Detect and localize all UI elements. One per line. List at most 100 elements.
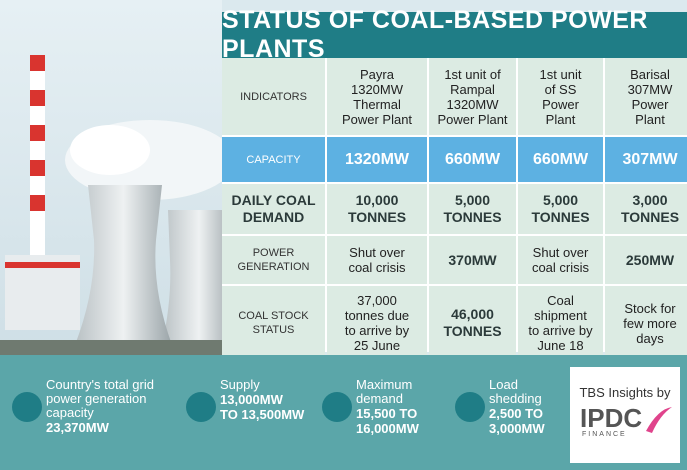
table-cell: DAILY COAL DEMAND <box>222 184 325 234</box>
table-cell: Coal shipment to arrive by June 18 <box>518 286 603 360</box>
stat-icon <box>455 392 485 422</box>
logo-sub: FINANCE <box>582 431 627 438</box>
stat-label: power generation <box>46 391 147 406</box>
cell-line: tonnes due <box>344 308 410 323</box>
stat-value: 23,370MW <box>46 420 109 435</box>
cell-line: 370MW <box>448 251 497 268</box>
cell-line: POWER <box>252 247 295 259</box>
cell-line: Coal <box>547 293 574 308</box>
stat-label: Load <box>489 377 518 392</box>
stat-label: demand <box>356 391 403 406</box>
cell-line: coal crisis <box>531 260 590 275</box>
cell-line: 46,000 <box>451 306 494 322</box>
cell-line: 1320MW <box>344 151 410 168</box>
stat-label: Country's total grid <box>46 377 154 392</box>
stat-value: TO 13,500MW <box>220 407 305 422</box>
cell-line: Barisal <box>630 66 670 82</box>
cell-line: STATUS <box>252 324 295 336</box>
credit-box: TBS Insights by IPDC FINANCE <box>570 367 680 463</box>
table-cell: 660MW <box>429 137 516 182</box>
cell-line: few more <box>623 315 677 331</box>
cell-line: 307MW <box>622 151 678 168</box>
cell-line: 5,000 <box>542 192 579 208</box>
table-cell: 46,000 TONNES <box>429 286 516 360</box>
cell-line: 1st unit <box>539 66 582 82</box>
stat-value: 15,500 TO <box>356 406 418 421</box>
cell-line: COAL STOCK <box>238 310 309 322</box>
cell-line: Plant <box>635 111 665 127</box>
table-cell: 370MW <box>429 236 516 284</box>
cell-line: INDICATORS <box>240 90 307 103</box>
status-table: INDICATORS Payra 1320MW Thermal Power Plant 1… <box>222 58 687 360</box>
stat-label: Maximum <box>356 377 413 392</box>
cell-line: 37,000 <box>357 293 397 308</box>
stat-value: 16,000MW <box>356 421 419 436</box>
cell-line: Thermal <box>353 96 401 112</box>
stat-icon <box>186 392 216 422</box>
table-cell: Payra 1320MW Thermal Power Plant <box>327 58 427 135</box>
cell-line: DEMAND <box>242 209 305 225</box>
table-cell: 5,000 TONNES <box>429 184 516 234</box>
logo: IPDC <box>580 403 643 433</box>
cell-line: Payra <box>360 66 394 82</box>
cell-line: GENERATION <box>237 261 310 273</box>
stat-value: 2,500 TO <box>489 406 543 421</box>
table-cell: Stock for few more days <box>605 286 687 360</box>
table-cell: CAPACITY <box>222 137 325 182</box>
cell-line: days <box>636 330 664 346</box>
cell-line: TONNES <box>347 209 407 225</box>
stat: Supply 13,000MW TO 13,500MW <box>220 377 305 423</box>
stat-label: capacity <box>46 405 94 420</box>
cell-line: 660MW <box>532 151 589 168</box>
cell-line: CAPACITY <box>246 153 301 166</box>
stat: Country's total grid power generation capa… <box>46 377 154 436</box>
table-cell: 5,000 TONNES <box>518 184 603 234</box>
cell-line: coal crisis <box>348 260 406 275</box>
cell-line: 1320MW <box>350 81 404 97</box>
cell-line: TONNES <box>620 209 680 225</box>
table-cell: Barisal 307MW Power Plant <box>605 58 687 135</box>
stat-label: shedding <box>489 391 542 406</box>
cell-line: of SS <box>544 81 577 97</box>
cell-line: Power <box>542 96 579 112</box>
table-cell: 1st unit of SS Power Plant <box>518 58 603 135</box>
cell-line: shipment <box>534 308 587 323</box>
stat-icon <box>12 392 42 422</box>
cell-line: Stock for <box>624 300 676 316</box>
stat-label: Supply <box>220 377 260 392</box>
cell-line: 5,000 <box>454 192 491 208</box>
cell-line: 25 June <box>353 338 401 353</box>
credit-text: TBS Insights by <box>579 385 671 400</box>
stat: Load shedding 2,500 TO 3,000MW <box>489 377 545 437</box>
table-cell: 660MW <box>518 137 603 182</box>
cell-line: TONNES <box>443 323 502 339</box>
cell-line: Power <box>631 96 669 112</box>
logo-swoosh <box>646 407 672 433</box>
cell-line: June 18 <box>537 338 584 353</box>
table-cell: 1320MW <box>327 137 427 182</box>
cell-line: 660MW <box>444 151 501 168</box>
stat-icon <box>322 392 352 422</box>
cell-line: Plant <box>545 111 576 127</box>
table-cell: COAL STOCK STATUS <box>222 286 325 360</box>
table-cell: 250MW <box>605 236 687 284</box>
table-cell: Shut over coal crisis <box>518 236 603 284</box>
table-cell: INDICATORS <box>222 58 325 135</box>
table-cell: 307MW <box>605 137 687 182</box>
cell-line: Power Plant <box>341 111 413 127</box>
stat-value: 3,000MW <box>489 421 545 436</box>
cell-line: 1st unit of <box>444 66 501 82</box>
cell-line: TONNES <box>443 209 502 225</box>
table-cell: 10,000 TONNES <box>327 184 427 234</box>
cell-line: Power Plant <box>437 111 508 127</box>
table-cell: POWER GENERATION <box>222 236 325 284</box>
cell-line: TONNES <box>531 209 590 225</box>
stat: Maximum demand 15,500 TO 16,000MW <box>356 377 419 437</box>
cell-line: 250MW <box>625 251 675 268</box>
cell-line: to arrive by <box>344 323 410 338</box>
cell-line: Rampal <box>450 81 495 97</box>
cell-line: Shut over <box>349 245 405 260</box>
cell-line: to arrive by <box>528 323 593 338</box>
cell-line: DAILY COAL <box>231 192 316 208</box>
